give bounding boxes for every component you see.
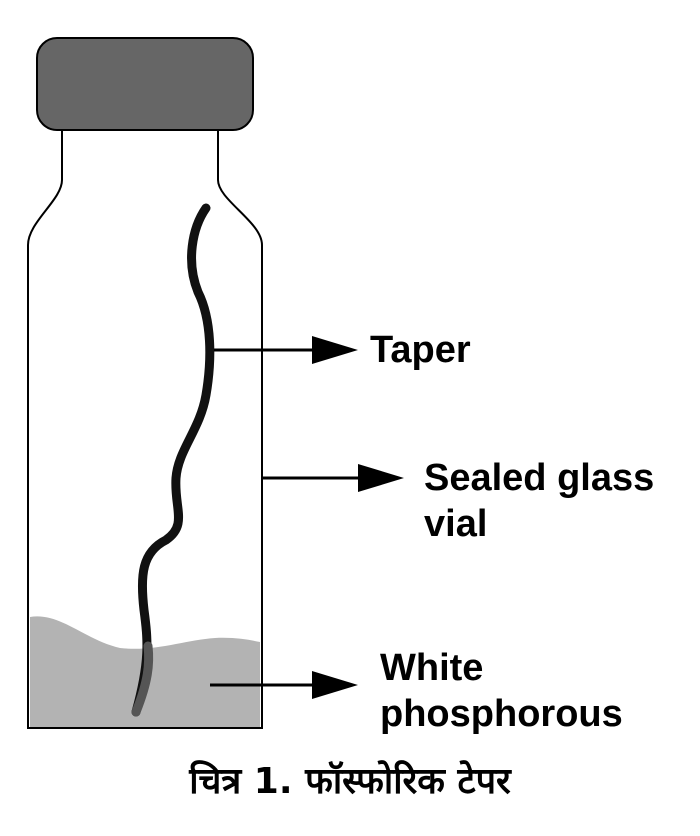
sealed-glass-vial-label: Sealed glass vial (424, 457, 655, 545)
glass-vial-outline (27, 128, 263, 729)
taper-arrow (214, 336, 358, 364)
white-phosphorous-label: White phosphorous (380, 647, 623, 735)
taper-submerged-part (131, 641, 154, 717)
taper-wick (131, 203, 215, 717)
vial-diagram (27, 37, 404, 729)
figure-caption: चित्र 1. फॉस्फोरिक टेपर (189, 761, 511, 802)
vial-arrow (262, 464, 404, 492)
taper-label: Taper (370, 329, 471, 371)
vial-cap (36, 37, 254, 131)
phosphorous-arrow (210, 671, 358, 699)
